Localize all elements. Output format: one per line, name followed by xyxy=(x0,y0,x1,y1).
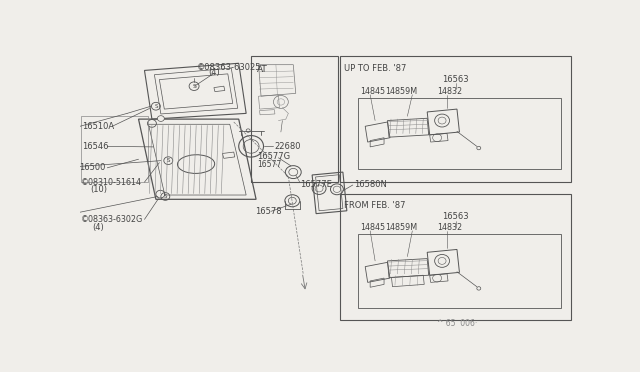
Text: (4): (4) xyxy=(92,223,104,232)
Text: 16577G: 16577G xyxy=(257,152,291,161)
Text: S: S xyxy=(166,158,170,163)
Text: 16563: 16563 xyxy=(442,74,469,83)
Text: UP TO FEB. '87: UP TO FEB. '87 xyxy=(344,64,407,73)
Text: 14832: 14832 xyxy=(437,87,462,96)
Text: 16577: 16577 xyxy=(257,160,282,169)
Text: S: S xyxy=(164,194,167,199)
Bar xyxy=(340,56,571,182)
Text: ©08363-63025: ©08363-63025 xyxy=(196,63,261,72)
Text: 14845: 14845 xyxy=(360,223,385,232)
Text: 14832: 14832 xyxy=(437,223,462,232)
Text: ©08363-6302G: ©08363-6302G xyxy=(81,215,143,224)
Text: 16580N: 16580N xyxy=(354,180,387,189)
Text: 16510A: 16510A xyxy=(82,122,114,131)
Bar xyxy=(81,116,148,182)
Text: FROM FEB. '87: FROM FEB. '87 xyxy=(344,201,406,210)
Text: ©08310-51614: ©08310-51614 xyxy=(81,178,142,187)
Text: 16546: 16546 xyxy=(82,142,109,151)
Text: ^ 65  006·: ^ 65 006· xyxy=(437,320,477,328)
Text: 14859M: 14859M xyxy=(385,87,417,96)
Bar xyxy=(358,234,561,308)
Text: 16563: 16563 xyxy=(442,212,469,221)
Text: AT: AT xyxy=(257,65,268,74)
Text: 14845: 14845 xyxy=(360,87,385,96)
Text: 14859M: 14859M xyxy=(385,223,417,232)
Bar xyxy=(358,97,561,169)
Bar xyxy=(340,193,571,320)
Text: 16577E: 16577E xyxy=(300,180,332,189)
Text: 16578: 16578 xyxy=(255,207,282,216)
Text: 16500: 16500 xyxy=(79,163,106,172)
Text: (10): (10) xyxy=(90,185,107,194)
Text: S: S xyxy=(192,84,196,89)
Text: 22680: 22680 xyxy=(275,142,301,151)
Bar xyxy=(251,56,338,182)
Text: (4): (4) xyxy=(208,68,220,77)
Ellipse shape xyxy=(157,116,164,121)
Text: S: S xyxy=(154,104,157,109)
